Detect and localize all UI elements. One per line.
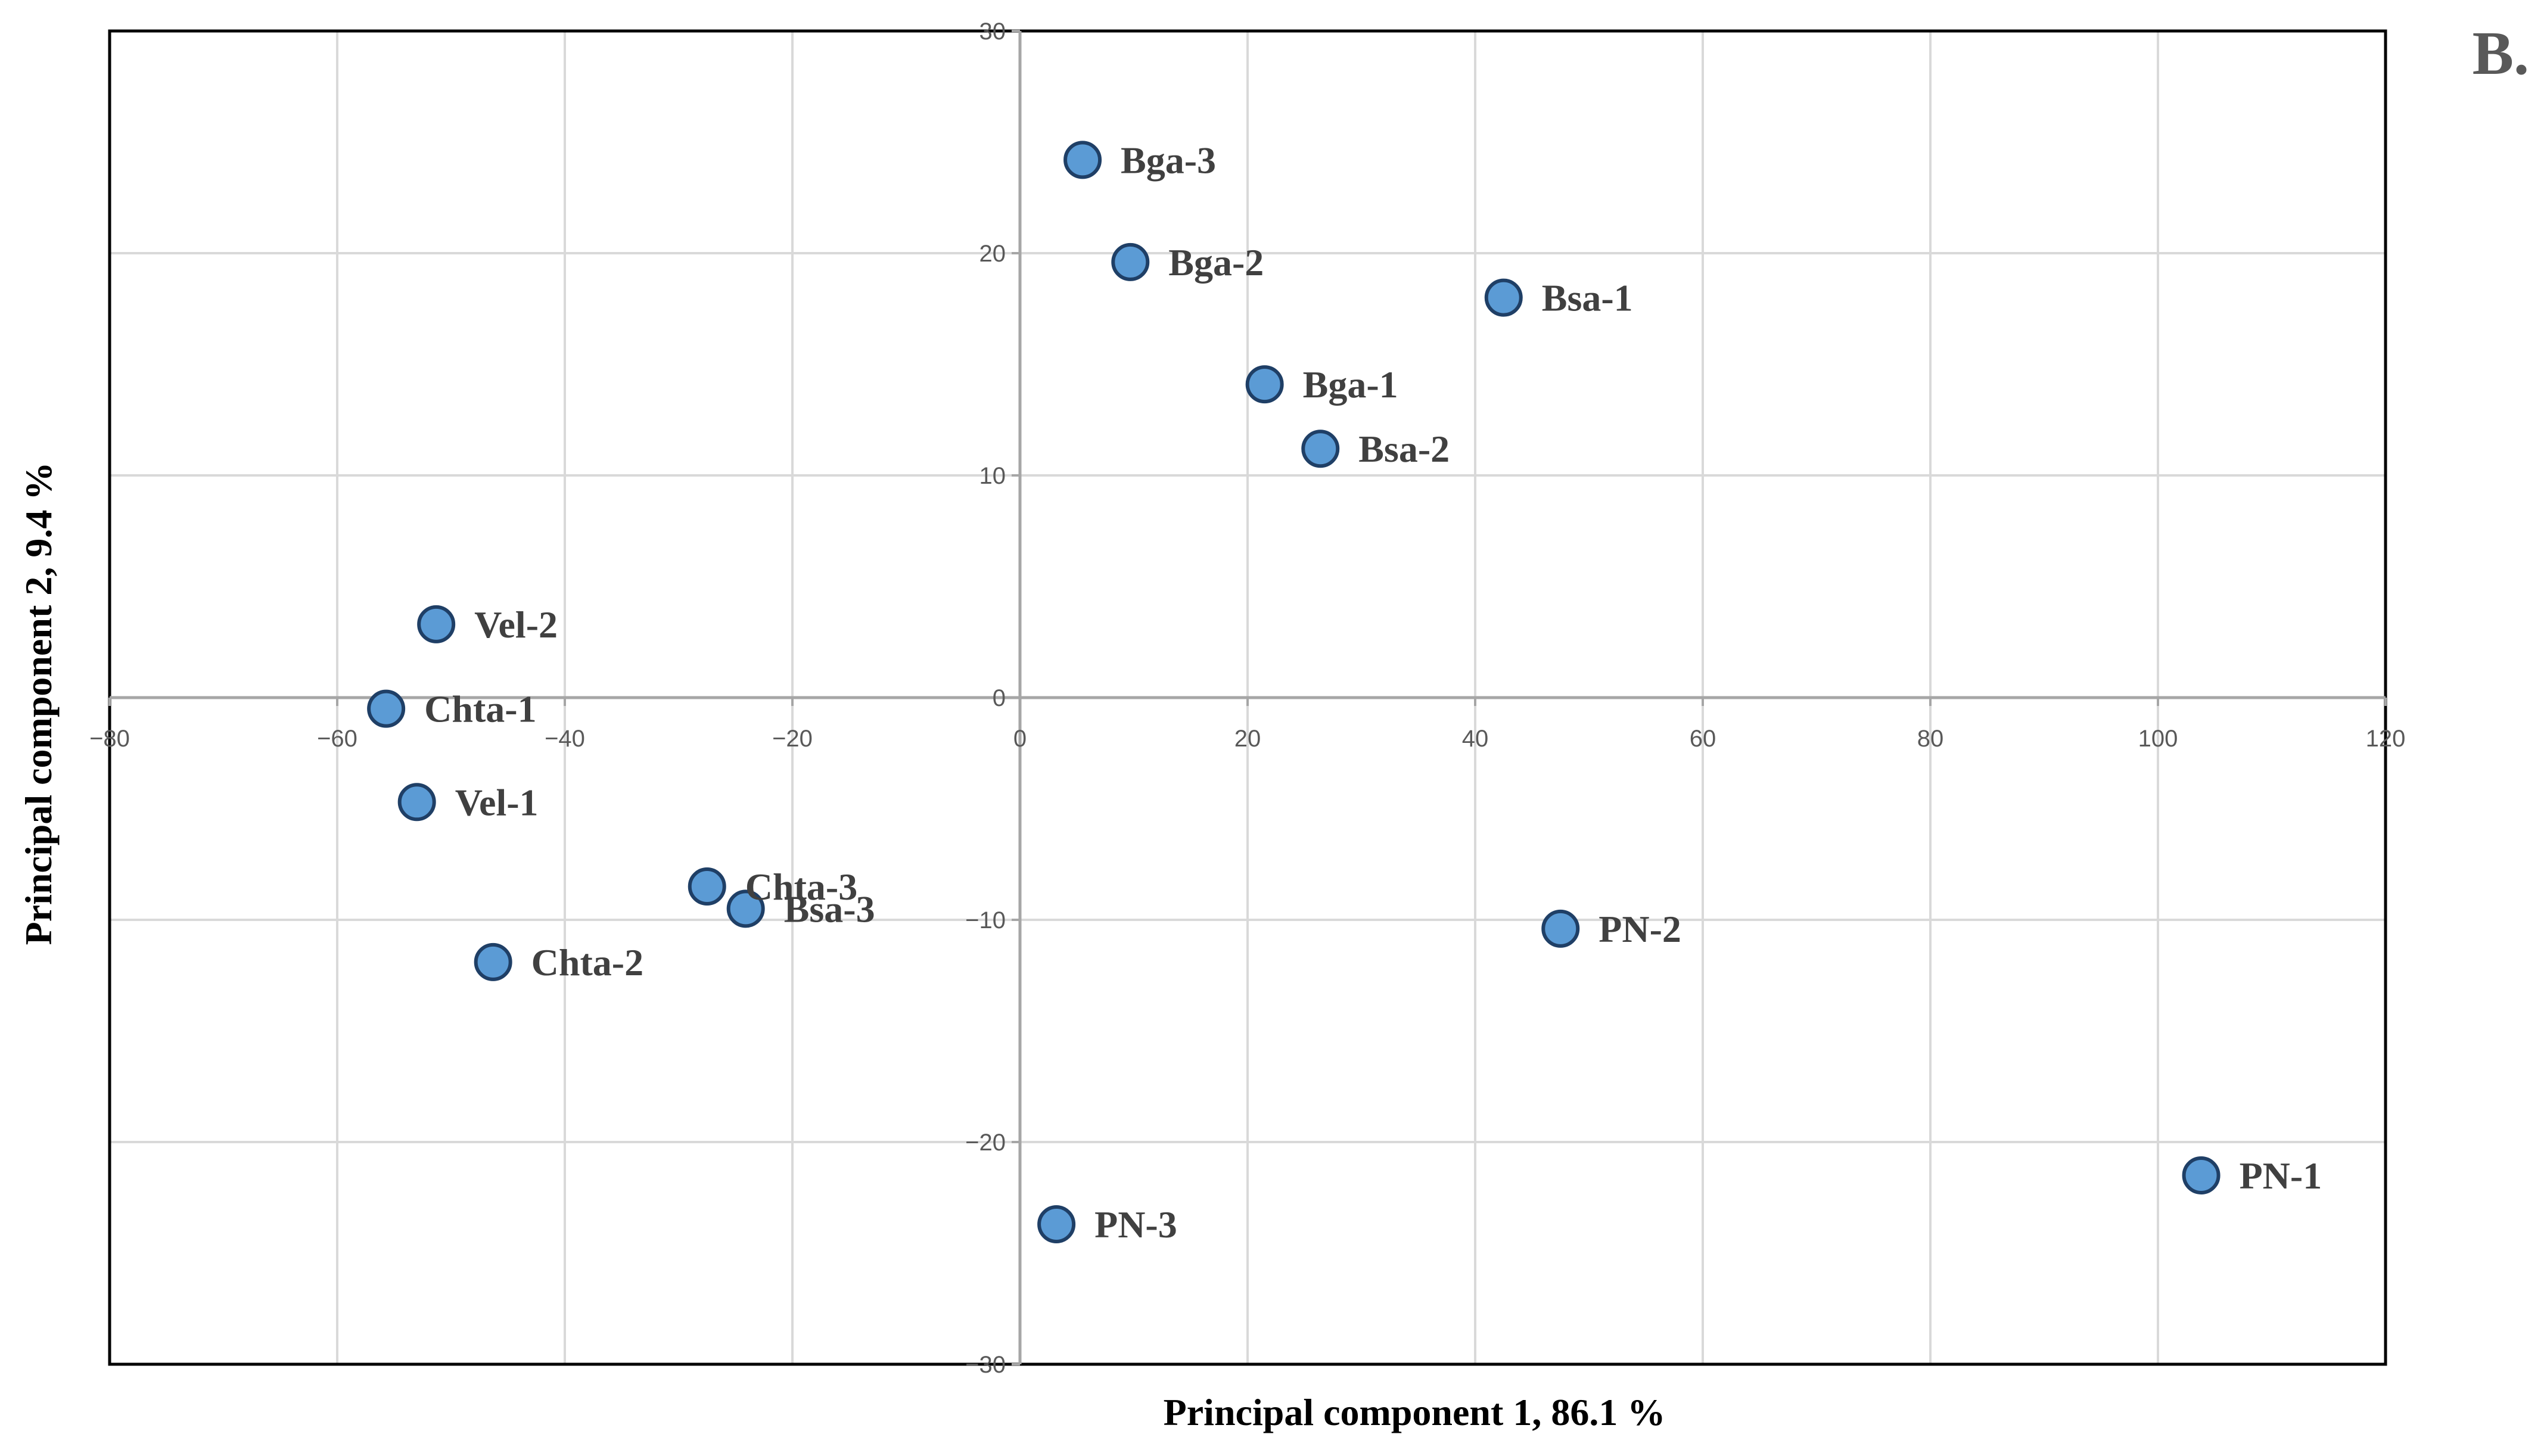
y-tick-label: 30 bbox=[979, 18, 1006, 45]
x-tick-label: −20 bbox=[772, 726, 813, 752]
point-bga-2 bbox=[1111, 242, 1150, 281]
point-label-vel-1: Vel-1 bbox=[455, 781, 539, 823]
point-label-chta-3: Chta-3 bbox=[745, 866, 857, 908]
x-tick-label: 0 bbox=[1013, 726, 1027, 752]
y-tick-label: 20 bbox=[979, 241, 1006, 267]
x-axis-title: Principal component 1, 86.1 % bbox=[1164, 1391, 1666, 1433]
point-chta-2 bbox=[474, 942, 512, 981]
point-bsa-2 bbox=[1301, 430, 1340, 468]
y-tick-label: 0 bbox=[993, 685, 1006, 711]
point-pn-3 bbox=[1037, 1205, 1076, 1244]
x-tick-label: 120 bbox=[2366, 726, 2406, 752]
point-chta-3 bbox=[688, 867, 726, 906]
point-label-bga-3: Bga-3 bbox=[1121, 139, 1216, 181]
point-label-vel-2: Vel-2 bbox=[474, 603, 558, 646]
axes bbox=[108, 30, 2387, 1365]
point-vel-1 bbox=[397, 783, 436, 822]
x-tick-label: 20 bbox=[1234, 726, 1261, 752]
y-tick-label: −30 bbox=[965, 1352, 1006, 1378]
point-chta-1 bbox=[367, 689, 406, 728]
point-label-pn-1: PN-1 bbox=[2240, 1155, 2322, 1197]
point-label-bsa-3: Bsa-3 bbox=[784, 888, 875, 930]
panel-label: B. bbox=[2473, 19, 2529, 88]
x-tick-label: −40 bbox=[545, 726, 585, 752]
data-points bbox=[367, 141, 2221, 1244]
point-label-bga-1: Bga-1 bbox=[1303, 363, 1398, 406]
x-tick-label: −60 bbox=[317, 726, 357, 752]
x-tick-label: 80 bbox=[1917, 726, 1944, 752]
point-pn-2 bbox=[1541, 909, 1580, 948]
point-label-chta-2: Chta-2 bbox=[531, 941, 643, 984]
point-pn-1 bbox=[2182, 1156, 2221, 1194]
tick-labels: −80 −60 −40 −20 0 20 40 60 80 100 120 −30 −20 −10 0 10 2… bbox=[89, 18, 2405, 1378]
point-bsa-1 bbox=[1484, 278, 1523, 317]
y-axis-title: Principal component 2, 9.4 % bbox=[17, 462, 60, 945]
point-labels: Bga-3 Bga-2 Bsa-1 Bga-1 Bsa-2 Vel-2 Chta-1 Vel-… bbox=[424, 139, 2322, 1246]
x-tick-label: 40 bbox=[1462, 726, 1489, 752]
point-bga-3 bbox=[1063, 141, 1102, 179]
y-tick-label: −20 bbox=[965, 1130, 1006, 1156]
point-label-bga-2: Bga-2 bbox=[1168, 241, 1264, 284]
point-label-chta-1: Chta-1 bbox=[424, 688, 536, 730]
x-tick-label: −80 bbox=[89, 726, 130, 752]
point-label-bsa-2: Bsa-2 bbox=[1358, 428, 1450, 470]
y-tick-label: 10 bbox=[979, 463, 1006, 489]
point-label-pn-2: PN-2 bbox=[1599, 908, 1681, 950]
x-tick-label: 100 bbox=[2138, 726, 2178, 752]
point-vel-2 bbox=[417, 605, 456, 643]
y-tick-label: −10 bbox=[965, 907, 1006, 934]
point-bsa-3 bbox=[726, 889, 765, 928]
point-bga-1 bbox=[1245, 365, 1284, 404]
point-label-bsa-1: Bsa-1 bbox=[1542, 277, 1633, 319]
point-label-pn-3: PN-3 bbox=[1094, 1203, 1177, 1246]
x-tick-label: 60 bbox=[1690, 726, 1716, 752]
